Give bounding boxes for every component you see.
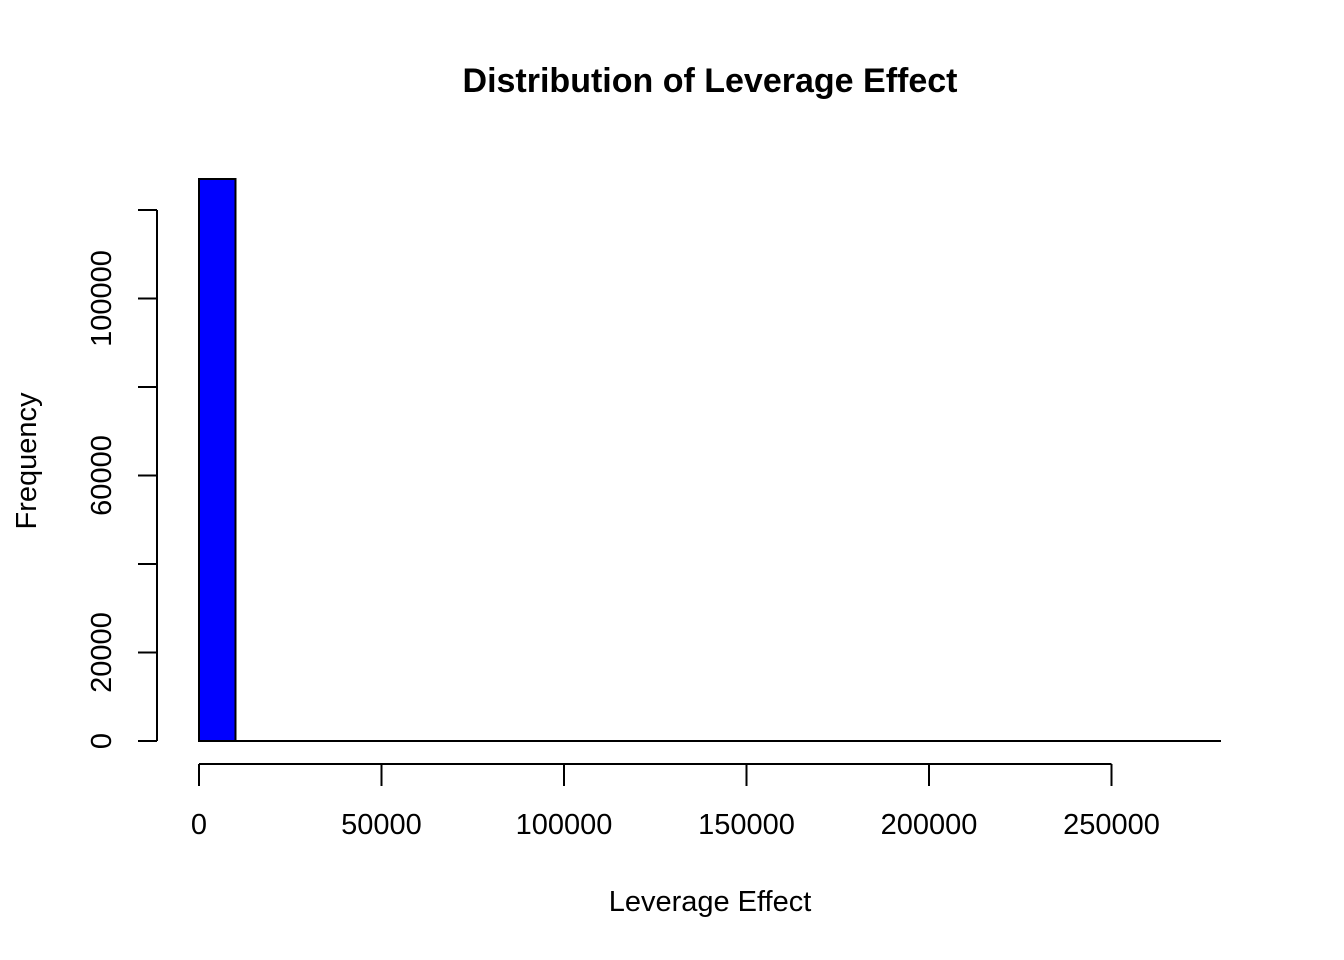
x-axis-label: Leverage Effect <box>609 886 812 918</box>
x-tick-label-3: 150000 <box>698 809 795 841</box>
x-tick-label-4: 200000 <box>881 809 978 841</box>
x-tick-label-1: 50000 <box>341 809 422 841</box>
chart-title: Distribution of Leverage Effect <box>463 62 958 100</box>
y-tick-label-1: 20000 <box>86 612 118 693</box>
bars <box>198 178 1221 742</box>
x-axis: 0 50000 100000 150000 200000 250000 <box>191 763 1160 841</box>
y-tick-label-0: 0 <box>86 733 118 749</box>
x-tick-label-2: 100000 <box>516 809 613 841</box>
y-axis-label: Frequency <box>11 392 43 530</box>
y-tick-label-3: 100000 <box>86 250 118 347</box>
x-tick-label-0: 0 <box>191 809 207 841</box>
x-tick-label-5: 250000 <box>1063 809 1160 841</box>
y-axis: 0 20000 60000 100000 <box>86 208 158 749</box>
histogram-bar-0 <box>198 178 237 742</box>
y-tick-label-2: 60000 <box>86 435 118 516</box>
